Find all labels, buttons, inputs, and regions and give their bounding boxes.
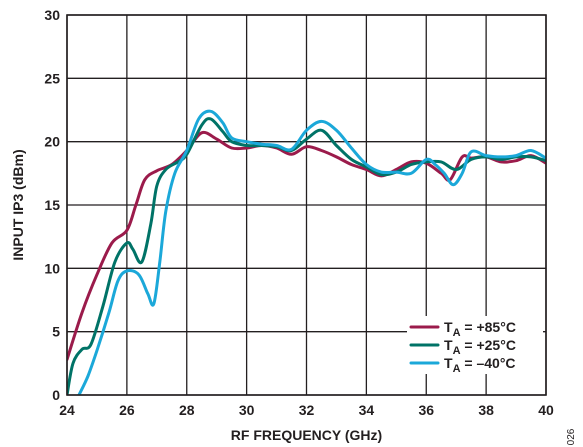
x-tick-label: 32 [299, 402, 315, 418]
series-lines [67, 109, 546, 395]
y-tick-label: 5 [52, 324, 60, 340]
legend: TA = +85°CTA = +25°CTA = –40°C [407, 316, 543, 375]
grid [66, 14, 547, 396]
legend-label-minus40c: TA = –40°C [444, 355, 516, 375]
y-tick-label: 0 [52, 387, 60, 403]
series-line-minus40c [77, 109, 546, 395]
y-tick-label: 20 [44, 134, 60, 150]
x-tick-label: 34 [359, 402, 375, 418]
legend-label-plus25c: TA = +25°C [444, 337, 516, 357]
x-tick-label: 36 [418, 402, 434, 418]
x-tick-label: 30 [239, 402, 255, 418]
legend-label-plus85c: TA = +85°C [444, 319, 516, 339]
y-tick-label: 30 [44, 7, 60, 23]
y-tick-label: 25 [44, 70, 60, 86]
x-tick-label: 24 [59, 402, 75, 418]
x-tick-label: 38 [478, 402, 494, 418]
x-tick-labels: 24 26 28 30 32 34 36 38 40 [59, 402, 554, 418]
figure-id-label: 026 [566, 428, 577, 445]
plot-frame [66, 14, 547, 396]
x-axis-title: RF FREQUENCY (GHz) [231, 427, 382, 443]
series-line-plus85c [67, 130, 546, 361]
x-tick-label: 28 [179, 402, 195, 418]
y-tick-labels: 0 5 10 15 20 25 30 [44, 7, 60, 403]
x-tick-label: 40 [538, 402, 554, 418]
y-tick-label: 10 [44, 260, 60, 276]
x-tick-label: 26 [119, 402, 135, 418]
y-tick-label: 15 [44, 197, 60, 213]
y-axis-title: INPUT IP3 (dBm) [10, 149, 26, 260]
